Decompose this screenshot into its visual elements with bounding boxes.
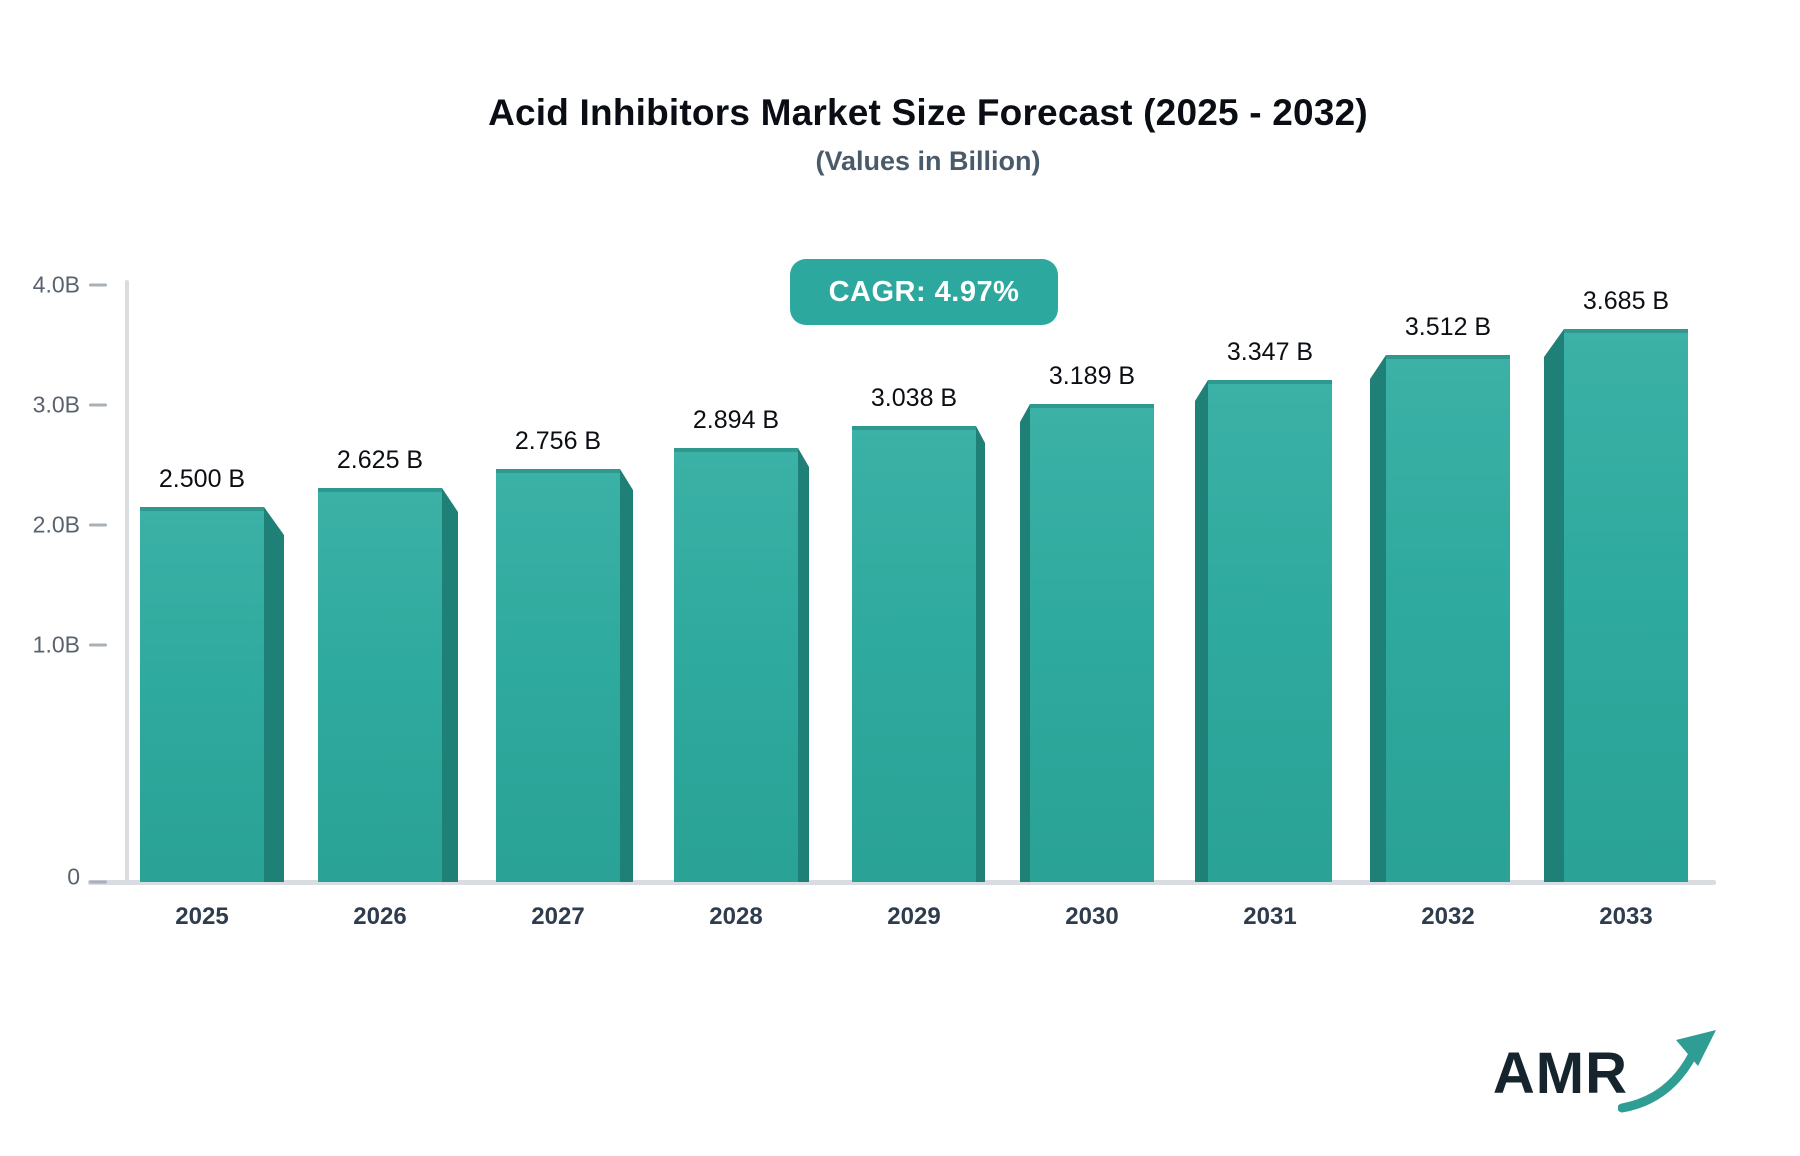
bar-2030 — [1020, 404, 1154, 882]
chart-header: Acid Inhibitors Market Size Forecast (20… — [0, 92, 1800, 177]
bar-top-edge — [674, 448, 798, 452]
y-tick-dash — [89, 880, 107, 884]
value-label-2026: 2.625 B — [336, 446, 424, 474]
x-tick-label-2026: 2026 — [353, 903, 407, 930]
bar-front-2027 — [496, 469, 620, 882]
x-tick-label-2029: 2029 — [887, 903, 941, 930]
bar-2029 — [852, 426, 985, 882]
x-tick-label-2033: 2033 — [1599, 903, 1653, 930]
bar-2033 — [1544, 329, 1688, 882]
amr-logo-text: AMR — [1492, 1040, 1628, 1106]
bar-top-edge — [1564, 329, 1688, 333]
x-tick-label-2032: 2032 — [1421, 903, 1475, 930]
y-tick-label-2.0B: 2.0B — [32, 511, 80, 538]
y-axis-line — [125, 280, 129, 884]
bar-side-2033 — [1544, 329, 1564, 882]
x-tick-label-2030: 2030 — [1065, 903, 1119, 930]
bar-top-edge — [140, 507, 264, 511]
bar-side-2032 — [1370, 355, 1386, 882]
bar-2026 — [318, 488, 458, 882]
value-label-2029: 3.038 B — [870, 384, 958, 412]
bar-front-2028 — [674, 448, 798, 882]
value-label-2030: 3.189 B — [1048, 362, 1136, 390]
x-tick-label-2025: 2025 — [175, 903, 229, 930]
value-label-2033: 3.685 B — [1582, 287, 1670, 315]
x-axis-line — [88, 880, 1716, 885]
bar-2032 — [1370, 355, 1510, 882]
bar-top-edge — [1208, 380, 1332, 384]
value-label-2032: 3.512 B — [1404, 313, 1492, 341]
value-label-2028: 2.894 B — [692, 406, 780, 434]
y-tick-dash — [89, 643, 107, 647]
x-tick-label-2031: 2031 — [1243, 903, 1297, 930]
bar-top-edge — [1030, 404, 1154, 408]
y-tick-dash — [89, 283, 107, 287]
bar-side-2027 — [620, 469, 633, 882]
y-tick-label-0: 0 — [67, 863, 80, 890]
bar-side-2025 — [264, 507, 284, 882]
bar-front-2029 — [852, 426, 976, 882]
bar-side-2026 — [442, 488, 458, 882]
bar-2031 — [1195, 380, 1332, 882]
bar-side-2031 — [1195, 380, 1208, 882]
x-tick-label-2027: 2027 — [531, 903, 585, 930]
y-tick-label-4.0B: 4.0B — [32, 271, 80, 298]
amr-logo: AMR — [1492, 1030, 1722, 1114]
bar-front-2031 — [1208, 380, 1332, 882]
bar-side-2029 — [976, 426, 985, 882]
chart-title: Acid Inhibitors Market Size Forecast (20… — [488, 92, 1368, 133]
bar-side-2030 — [1020, 404, 1030, 882]
bar-top-edge — [852, 426, 976, 430]
bar-side-2028 — [798, 448, 809, 882]
growth-arrow-icon — [1618, 1030, 1716, 1113]
x-tick-label-2028: 2028 — [709, 903, 763, 930]
value-label-2027: 2.756 B — [514, 427, 602, 455]
bar-top-edge — [496, 469, 620, 473]
bar-top-edge — [1386, 355, 1510, 359]
y-tick-label-1.0B: 1.0B — [32, 631, 80, 658]
bar-front-2030 — [1030, 404, 1154, 882]
y-tick-dash — [89, 523, 107, 527]
bar-front-2032 — [1386, 355, 1510, 882]
bar-top-edge — [318, 488, 442, 492]
y-tick-label-3.0B: 3.0B — [32, 391, 80, 418]
bar-front-2025 — [140, 507, 264, 882]
value-label-2025: 2.500 B — [158, 465, 246, 493]
y-tick-dash — [89, 403, 107, 407]
bar-front-2033 — [1564, 329, 1688, 882]
cagr-badge: CAGR: 4.97% — [790, 259, 1058, 325]
value-label-2031: 3.347 B — [1226, 338, 1314, 366]
bar-2025 — [140, 507, 284, 882]
bar-2027 — [496, 469, 633, 882]
bar-2028 — [674, 448, 809, 882]
chart-subtitle: (Values in Billion) — [815, 146, 1041, 176]
bar-front-2026 — [318, 488, 442, 882]
